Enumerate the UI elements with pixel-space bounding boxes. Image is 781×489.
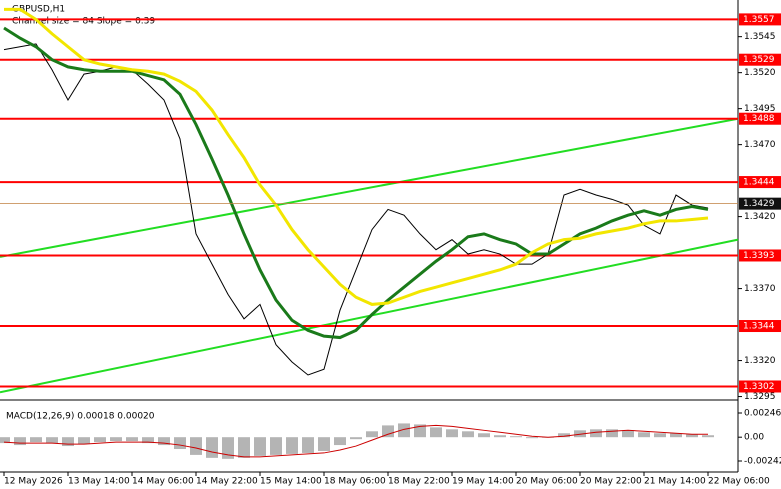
- macd-bar: [686, 434, 698, 438]
- y-tick-label: 1.3495: [744, 104, 776, 114]
- y-tick-label: 0.00246: [744, 409, 781, 419]
- level-label-box: [739, 53, 781, 66]
- macd-bar: [62, 437, 74, 447]
- macd-bar: [174, 437, 186, 449]
- macd-bar: [142, 437, 154, 444]
- level-label-box: [739, 249, 781, 262]
- macd-bar: [590, 429, 602, 438]
- macd-bar: [510, 436, 522, 438]
- macd-bar: [94, 437, 106, 443]
- macd-bar: [222, 437, 234, 459]
- macd-bar: [350, 437, 362, 440]
- y-tick-label: -0.00242: [744, 457, 781, 467]
- x-tick-label: 18 May 06:00: [324, 477, 386, 487]
- macd-bar: [190, 437, 202, 455]
- x-tick-label: 21 May 14:00: [644, 477, 706, 487]
- macd-bar: [0, 437, 10, 444]
- current-price-box: [739, 197, 781, 210]
- x-tick-label: 19 May 14:00: [452, 477, 514, 487]
- y-tick-label: 1.3520: [744, 68, 776, 78]
- y-tick-label: 1.3470: [744, 140, 776, 150]
- level-label: 1.3488: [743, 114, 775, 124]
- current-price-label: 1.3429: [743, 199, 775, 209]
- x-tick-label: 20 May 22:00: [580, 477, 642, 487]
- macd-bar: [270, 437, 282, 455]
- y-tick-label: 1.3420: [744, 212, 776, 222]
- x-tick-label: 13 May 14:00: [68, 477, 130, 487]
- level-label-box: [739, 13, 781, 26]
- macd-bar: [238, 437, 250, 458]
- y-tick-label: 1.3370: [744, 284, 776, 294]
- macd-bar: [366, 431, 378, 438]
- signal-line: [3, 424, 708, 458]
- macd-bar: [638, 432, 650, 438]
- level-label-box: [739, 112, 781, 125]
- level-label-box: [739, 320, 781, 333]
- macd-bar: [254, 437, 266, 456]
- level-label: 1.3302: [743, 382, 775, 392]
- macd-bar: [654, 433, 666, 438]
- level-label: 1.3529: [743, 55, 775, 65]
- macd-bar: [158, 437, 170, 446]
- macd-bar: [622, 430, 634, 438]
- x-tick-label: 12 May 2026: [4, 477, 63, 487]
- macd-bar: [414, 424, 426, 438]
- macd-bar: [126, 437, 138, 442]
- macd-bar: [462, 431, 474, 438]
- channel-line: [0, 117, 739, 258]
- y-tick-label: 0.00: [744, 433, 764, 443]
- macd-bar: [334, 437, 346, 446]
- macd-bar: [670, 433, 682, 438]
- macd-bar: [446, 429, 458, 438]
- x-tick-label: 14 May 22:00: [196, 477, 258, 487]
- macd-bar: [606, 429, 618, 438]
- level-label: 1.3444: [743, 178, 775, 188]
- macd-bar: [110, 437, 122, 442]
- x-tick-label: 20 May 06:00: [516, 477, 578, 487]
- x-tick-label: 22 May 06:00: [708, 477, 770, 487]
- macd-bar: [46, 437, 58, 444]
- macd-bar: [14, 437, 26, 446]
- macd-bar: [206, 437, 218, 458]
- y-tick-label: 1.3320: [744, 356, 776, 366]
- macd-title: MACD(12,26,9) 0.00018 0.00020: [6, 412, 155, 422]
- macd-bar: [702, 435, 714, 438]
- macd-bar: [494, 435, 506, 438]
- macd-bar: [558, 433, 570, 438]
- level-label-box: [739, 380, 781, 393]
- macd-bar: [286, 437, 298, 454]
- macd-bar: [78, 437, 90, 445]
- chart-title: GBPUSD,H1: [12, 5, 65, 15]
- moving-average: [3, 26, 709, 340]
- macd-bar: [430, 427, 442, 438]
- level-label: 1.3393: [743, 251, 775, 261]
- macd-bar: [318, 437, 330, 451]
- level-label: 1.3344: [743, 322, 775, 332]
- macd-bar: [382, 425, 394, 438]
- level-label: 1.3557: [743, 15, 775, 25]
- macd-bar: [526, 437, 538, 439]
- macd-bar: [302, 437, 314, 453]
- x-tick-label: 18 May 22:00: [388, 477, 450, 487]
- x-tick-label: 14 May 06:00: [132, 477, 194, 487]
- level-label-box: [739, 176, 781, 189]
- macd-bar: [398, 423, 410, 438]
- macd-bar: [478, 433, 490, 438]
- chart-subtitle: Channel size = 84 Slope = 0.39: [12, 17, 155, 27]
- moving-average: [4, 7, 709, 306]
- macd-bar: [30, 437, 42, 443]
- y-tick-label: 1.3545: [744, 32, 776, 42]
- x-tick-label: 15 May 14:00: [260, 477, 322, 487]
- y-tick-label: 1.3295: [744, 392, 776, 402]
